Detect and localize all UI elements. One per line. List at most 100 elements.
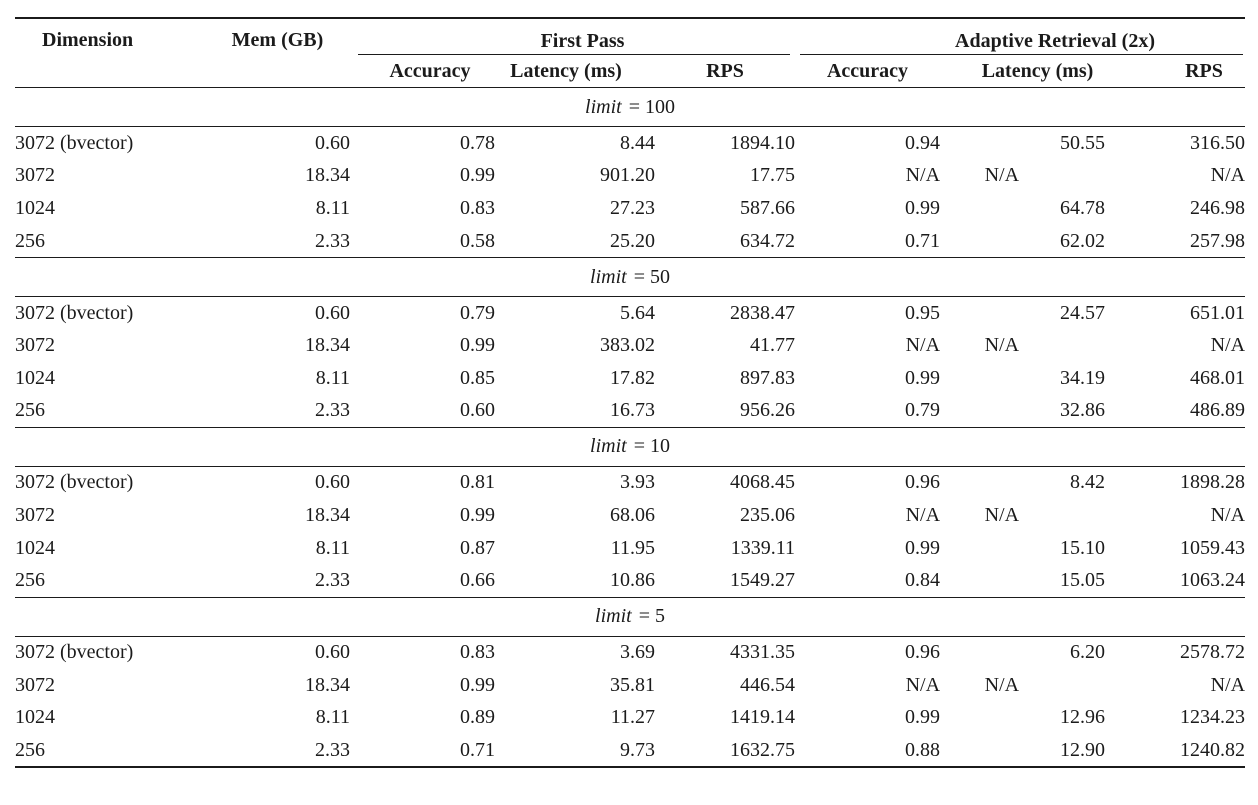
cell-ar-latency: 15.10 [1060, 536, 1106, 559]
cell-fp-accuracy: 0.60 [460, 399, 495, 422]
cmidrule-adaptive-retrieval [800, 54, 1244, 56]
table-row: 1024 8.11 0.85 17.82 897.83 0.99 34.19 4… [15, 362, 1245, 395]
limit-word: limit [590, 265, 627, 288]
cell-fp-rps: 4068.45 [730, 471, 796, 494]
cell-fp-latency: 3.93 [620, 471, 655, 494]
cell-ar-accuracy: 0.99 [905, 706, 941, 729]
cell-mem: 2.33 [315, 569, 350, 592]
cell-fp-latency: 5.64 [620, 301, 655, 324]
cell-fp-accuracy: 0.58 [460, 229, 495, 252]
section-limit-50: limit = 50 3072 (bvector) 0.60 0.79 5.64 … [15, 257, 1246, 428]
limit-value: = 10 [633, 435, 670, 458]
section-header-row: limit = 5 [15, 596, 1246, 637]
cell-ar-latency: 50.55 [1060, 131, 1106, 154]
table-row: 1024 8.11 0.89 11.27 1419.14 0.99 12.96 … [15, 702, 1245, 735]
cell-ar-latency: 24.57 [1060, 301, 1106, 324]
cell-fp-latency: 27.23 [610, 197, 655, 220]
cell-ar-latency: 32.86 [1060, 399, 1106, 422]
cell-fp-latency: 8.44 [620, 131, 655, 154]
cell-ar-latency: 15.05 [1060, 569, 1106, 592]
cell-dimension: 256 [15, 399, 45, 422]
cell-dimension: 1024 [15, 197, 55, 220]
table-header: Dimension Mem (GB) First Pass Adaptive R… [15, 18, 1245, 88]
cell-dimension: 3072 [15, 503, 55, 526]
cell-ar-rps: 468.01 [1190, 366, 1246, 389]
section-limit-10: limit = 10 3072 (bvector) 0.60 0.81 3.93 … [15, 426, 1246, 597]
cell-mem: 18.34 [305, 503, 350, 526]
cell-ar-accuracy: N/A [905, 334, 941, 357]
col-header-fp-accuracy: Accuracy [389, 59, 471, 82]
cell-fp-latency: 383.02 [600, 334, 655, 357]
cell-ar-accuracy: 0.96 [905, 641, 941, 664]
cell-mem: 8.11 [315, 706, 350, 729]
cell-dimension: 256 [15, 229, 45, 252]
col-header-mem-gb: Mem (GB) [231, 29, 324, 51]
cell-dimension: 3072 (bvector) [15, 301, 134, 324]
cell-fp-latency: 10.86 [610, 569, 655, 592]
cell-fp-rps: 446.54 [740, 673, 796, 696]
cell-fp-accuracy: 0.99 [460, 164, 495, 187]
cell-fp-latency: 11.27 [610, 706, 655, 729]
cell-ar-accuracy: 0.99 [905, 536, 941, 559]
limit-value: = 5 [638, 605, 665, 628]
cell-fp-accuracy: 0.83 [460, 641, 495, 664]
cell-fp-latency: 16.73 [610, 399, 655, 422]
cell-dimension: 3072 (bvector) [15, 641, 134, 664]
cell-ar-latency: 34.19 [1060, 366, 1106, 389]
table-row: 3072 18.34 0.99 383.02 41.77 N/A N/A N/A [15, 329, 1245, 362]
limit-word: limit [595, 605, 632, 628]
table-row: 256 2.33 0.60 16.73 956.26 0.79 32.86 48… [15, 395, 1245, 428]
col-header-fp-rps: RPS [706, 59, 744, 82]
cell-ar-rps: 2578.72 [1180, 641, 1246, 664]
cell-fp-accuracy: 0.99 [460, 673, 495, 696]
cell-ar-accuracy: 0.99 [905, 366, 941, 389]
cell-mem: 18.34 [305, 334, 350, 357]
cell-fp-rps: 41.77 [750, 334, 796, 357]
cell-fp-accuracy: 0.85 [460, 366, 495, 389]
cell-ar-accuracy: 0.71 [905, 229, 941, 252]
cmidrule-first-pass [358, 54, 791, 56]
cell-fp-latency: 35.81 [610, 673, 655, 696]
cell-ar-rps: N/A [1210, 334, 1246, 357]
cell-fp-rps: 17.75 [750, 164, 796, 187]
section-limit-label: limit = 50 [15, 257, 1246, 298]
cell-mem: 2.33 [315, 229, 350, 252]
cell-mem: 0.60 [315, 641, 350, 664]
cell-ar-accuracy: 0.84 [905, 569, 941, 592]
cell-ar-rps: N/A [1210, 503, 1246, 526]
cell-ar-rps: 1063.24 [1180, 569, 1246, 592]
table-row: 1024 8.11 0.87 11.95 1339.11 0.99 15.10 … [15, 532, 1245, 565]
cell-fp-rps: 956.26 [740, 399, 796, 422]
cell-mem: 8.11 [315, 197, 350, 220]
cell-ar-latency: N/A [984, 164, 1020, 187]
cell-dimension: 3072 [15, 673, 55, 696]
cell-ar-accuracy: 0.95 [905, 301, 941, 324]
sub-header-row: Accuracy Latency (ms) RPS Accuracy Laten… [15, 55, 1245, 88]
cell-ar-latency: 64.78 [1060, 197, 1106, 220]
cell-ar-rps: 257.98 [1190, 229, 1246, 252]
col-header-fp-latency: Latency (ms) [510, 59, 622, 82]
benchmark-table: Dimension Mem (GB) First Pass Adaptive R… [15, 17, 1246, 768]
col-header-dimension: Dimension [42, 29, 134, 51]
cell-ar-latency: 6.20 [1070, 641, 1106, 664]
cell-ar-accuracy: 0.99 [905, 197, 941, 220]
cell-ar-latency: 8.42 [1070, 471, 1106, 494]
limit-word: limit [590, 435, 627, 458]
cell-ar-latency: N/A [984, 334, 1020, 357]
cell-ar-latency: 12.96 [1060, 706, 1106, 729]
group-header-first-pass: First Pass [350, 18, 795, 56]
cell-ar-rps: 316.50 [1190, 131, 1246, 154]
cell-mem: 0.60 [315, 301, 350, 324]
cell-dimension: 1024 [15, 366, 55, 389]
section-limit-label: limit = 5 [15, 596, 1246, 637]
table-row: 256 2.33 0.66 10.86 1549.27 0.84 15.05 1… [15, 564, 1245, 597]
cell-fp-rps: 1419.14 [730, 706, 796, 729]
cell-ar-accuracy: 0.79 [905, 399, 941, 422]
cell-mem: 18.34 [305, 673, 350, 696]
table-row: 3072 (bvector) 0.60 0.81 3.93 4068.45 0.… [15, 466, 1245, 499]
cell-ar-accuracy: N/A [905, 673, 941, 696]
limit-value: = 50 [633, 265, 670, 288]
cell-fp-accuracy: 0.99 [460, 334, 495, 357]
table-row: 256 2.33 0.71 9.73 1632.75 0.88 12.90 12… [15, 734, 1245, 767]
section-limit-label: limit = 100 [15, 87, 1246, 128]
